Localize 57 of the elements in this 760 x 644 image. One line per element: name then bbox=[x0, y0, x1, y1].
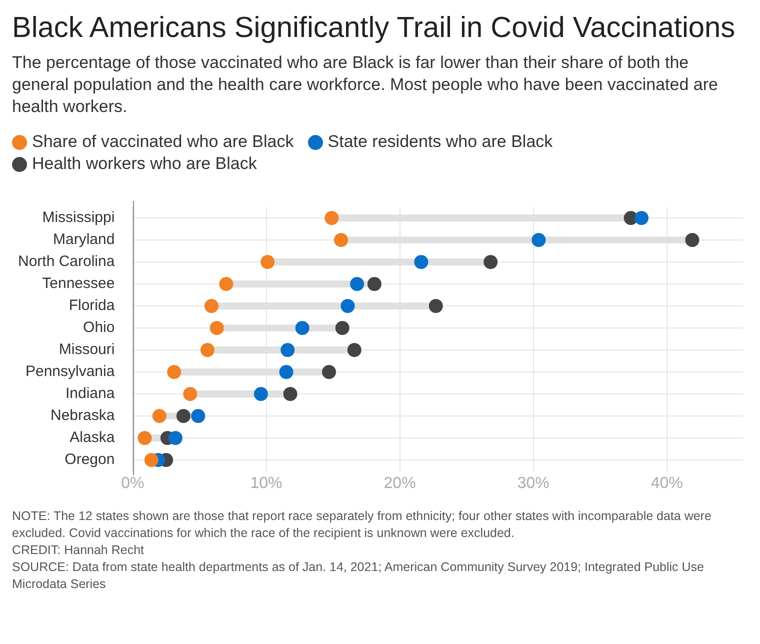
point bbox=[484, 255, 498, 269]
legend-label: State residents who are Black bbox=[328, 132, 553, 152]
x-tick-label: 10% bbox=[250, 475, 282, 492]
point bbox=[295, 321, 310, 335]
point bbox=[176, 409, 190, 423]
point bbox=[200, 343, 214, 357]
point bbox=[204, 299, 218, 313]
x-tick-label: 40% bbox=[650, 475, 683, 492]
y-tick-label: Mississippi bbox=[42, 209, 115, 226]
x-tick-label: 30% bbox=[517, 475, 550, 492]
point bbox=[280, 343, 295, 357]
point bbox=[634, 211, 649, 225]
point bbox=[144, 453, 158, 467]
y-tick-label: Maryland bbox=[53, 231, 115, 248]
point bbox=[254, 387, 268, 401]
y-tick-label: Indiana bbox=[65, 385, 116, 402]
point bbox=[324, 211, 339, 225]
y-tick-label: Florida bbox=[68, 297, 116, 314]
point bbox=[428, 299, 443, 313]
y-tick-label: Nebraska bbox=[50, 407, 116, 424]
point bbox=[322, 365, 336, 379]
point bbox=[219, 277, 234, 291]
x-tick-label: 20% bbox=[384, 475, 416, 492]
text: NOTE: The 12 states shown are those that report race separately from ethnicity; four other states with incomparable data were excluded. Covid vaccinations for which the race of the recipient is unknown were excluded. bbox=[12, 508, 712, 542]
point bbox=[260, 255, 275, 269]
point bbox=[685, 233, 700, 247]
y-tick-label: North Carolina bbox=[18, 253, 116, 270]
chart-subtitle: The percentage of those vaccinated who are Black is far lower than their share of both the general population and the health care workforce. Most people who have been vaccinated are health workers. bbox=[12, 52, 719, 118]
point bbox=[152, 409, 166, 423]
point bbox=[335, 321, 350, 335]
legend-label: Health workers who are Black bbox=[32, 154, 257, 174]
x-tick-label: 0% bbox=[121, 475, 144, 492]
point bbox=[532, 233, 546, 247]
point bbox=[167, 365, 182, 379]
y-tick-label: Tennessee bbox=[42, 275, 115, 292]
point bbox=[168, 431, 182, 445]
y-tick-label: Ohio bbox=[83, 319, 115, 336]
source-note: SOURCE: Data from state health departments as of Jan. 14, 2021; American Community Survey 2019; Integrated Public Use Microdata Series bbox=[12, 559, 706, 593]
text: CREDIT: Hannah Recht bbox=[12, 542, 146, 559]
point bbox=[334, 233, 348, 247]
point bbox=[210, 321, 224, 335]
point bbox=[350, 277, 364, 291]
y-tick-label: Pennsylvania bbox=[25, 363, 116, 380]
point bbox=[414, 255, 428, 269]
point bbox=[183, 387, 198, 401]
point bbox=[367, 277, 382, 291]
y-tick-label: Missouri bbox=[58, 341, 115, 358]
chart-title: Black Americans Significantly Trail in Covid Vaccinations bbox=[12, 11, 736, 46]
point bbox=[347, 343, 362, 357]
point bbox=[283, 387, 298, 401]
point bbox=[340, 299, 355, 313]
y-tick-label: Alaska bbox=[70, 429, 116, 446]
point bbox=[138, 431, 152, 445]
y-tick-label: Oregon bbox=[64, 451, 115, 468]
legend-label: Share of vaccinated who are Black bbox=[32, 132, 294, 152]
point bbox=[191, 409, 206, 423]
point bbox=[279, 365, 294, 379]
